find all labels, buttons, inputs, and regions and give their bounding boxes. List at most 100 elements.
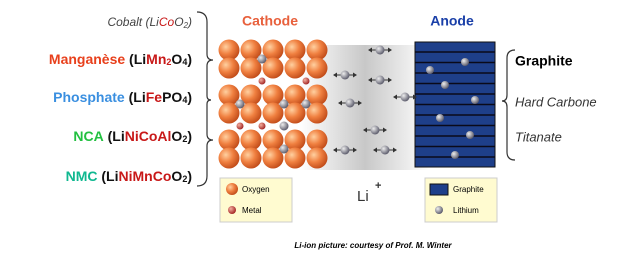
formula-part: Fe [146,89,163,105]
formula-part: (Li [145,15,159,29]
anode-item: Hard Carbone [515,94,597,109]
formula-char: N [125,128,135,144]
anode-block [415,42,495,167]
formula-char: ) [187,51,192,67]
formula-part: Co [159,15,175,29]
formula-part: Mn2​ [146,51,171,68]
page: Oxygen Metal Graphite Lithium Cathode An… [0,0,621,253]
formula-char: o [149,128,158,144]
legend-label: Graphite [453,185,484,194]
formula-char: n [158,51,167,67]
lithium-atom [461,58,469,66]
cathode-item: Cobalt (LiCoO2​) [107,15,192,30]
lithium-icon [435,206,443,214]
cathode-name: NMC [66,168,102,184]
lithium-atom [280,145,289,154]
lithium-atom [280,100,289,109]
formula-char: L [149,15,156,29]
oxygen-atom [285,40,306,61]
anode-item: Titanate [515,129,562,144]
cathode-name: Cobalt [107,15,145,29]
lithium-atom [258,55,267,64]
formula-part: O2​) [174,15,192,30]
formula-part: (Li [101,168,118,184]
left-brace [197,12,213,186]
lithium-atom [236,100,245,109]
lithium-ion [376,76,385,85]
formula-char: O [174,15,183,29]
formula-part: O2​) [171,168,192,185]
cathode-item: Manganèse (LiMn2​O4​) [49,51,192,68]
formula: (LiNiCoAlO2​) [108,128,192,145]
formula-part: (Li [129,89,146,105]
formula-part: NiMnCo [118,168,171,184]
formula-char: ) [187,128,192,144]
oxygen-atom [307,148,328,169]
lithium-ion [376,46,385,55]
oxygen-atom [219,130,240,151]
legend-label: Lithium [453,206,479,215]
formula-part: PO4​) [162,89,192,106]
formula-char: C [153,168,163,184]
cathode-item: Phosphate (LiFePO4​) [53,89,192,106]
lithium-atom [436,114,444,122]
lithium-atom [471,96,479,104]
lithium-ion [346,99,355,108]
right-brace [502,50,515,160]
cathode-name: NCA [73,128,107,144]
metal-icon [228,206,236,214]
cathode-title: Cathode [242,13,298,29]
formula-part: (Li [108,128,125,144]
oxygen-atom [285,58,306,79]
cathode-name: Phosphate [53,89,128,105]
cathode-item: NCA (LiNiCoAlO2​) [73,128,192,145]
oxygen-atom [307,58,328,79]
metal-atom [303,78,310,85]
anode-title: Anode [430,13,474,29]
oxygen-atom [241,130,262,151]
oxygen-atom [307,130,328,151]
oxygen-icon [226,183,238,195]
formula-part: NiCoAl [125,128,172,144]
formula-part: O2​) [171,128,192,145]
formula: (LiNiMnCoO2​) [101,168,192,185]
oxygen-atom [241,148,262,169]
caption: Li-ion picture: courtesy of Prof. M. Win… [294,241,452,250]
formula: (LiMn2​O4​) [129,51,192,68]
oxygen-atom [307,40,328,61]
lithium-atom [302,100,311,109]
formula-char: O [171,168,182,184]
formula-char: O [171,89,182,105]
lithium-atom [441,81,449,89]
oxygen-atom [219,58,240,79]
formula-char: ) [187,89,192,105]
lithium-atom [426,66,434,74]
formula-char: C [139,128,149,144]
legend-label: Oxygen [242,185,270,194]
cathode-name: Manganèse [49,51,129,67]
lithium-atom [451,151,459,159]
formula-char: M [133,168,145,184]
formula-part: O4​) [171,51,192,68]
metal-atom [237,123,244,130]
metal-atom [259,78,266,85]
formula-char: o [163,168,172,184]
anode-item: Graphite [515,53,573,69]
formula-char: A [157,128,167,144]
oxygen-atom [219,148,240,169]
lithium-atom [280,122,289,131]
diagram: Oxygen Metal Graphite Lithium Cathode An… [0,0,621,253]
formula-char: N [118,168,128,184]
formula-char: n [144,168,153,184]
cathode-item: NMC (LiNiMnCoO2​) [66,168,192,185]
metal-atom [259,123,266,130]
ion-symbol: Li [357,188,369,205]
formula-char: C [159,15,168,29]
lithium-ion [371,126,380,135]
lithium-ion [401,93,410,102]
formula: (LiFePO4​) [129,89,192,106]
lithium-ion [341,146,350,155]
formula-part: (Li [129,51,146,67]
formula-char: P [162,89,171,105]
formula: (LiCoO2​) [145,15,192,30]
